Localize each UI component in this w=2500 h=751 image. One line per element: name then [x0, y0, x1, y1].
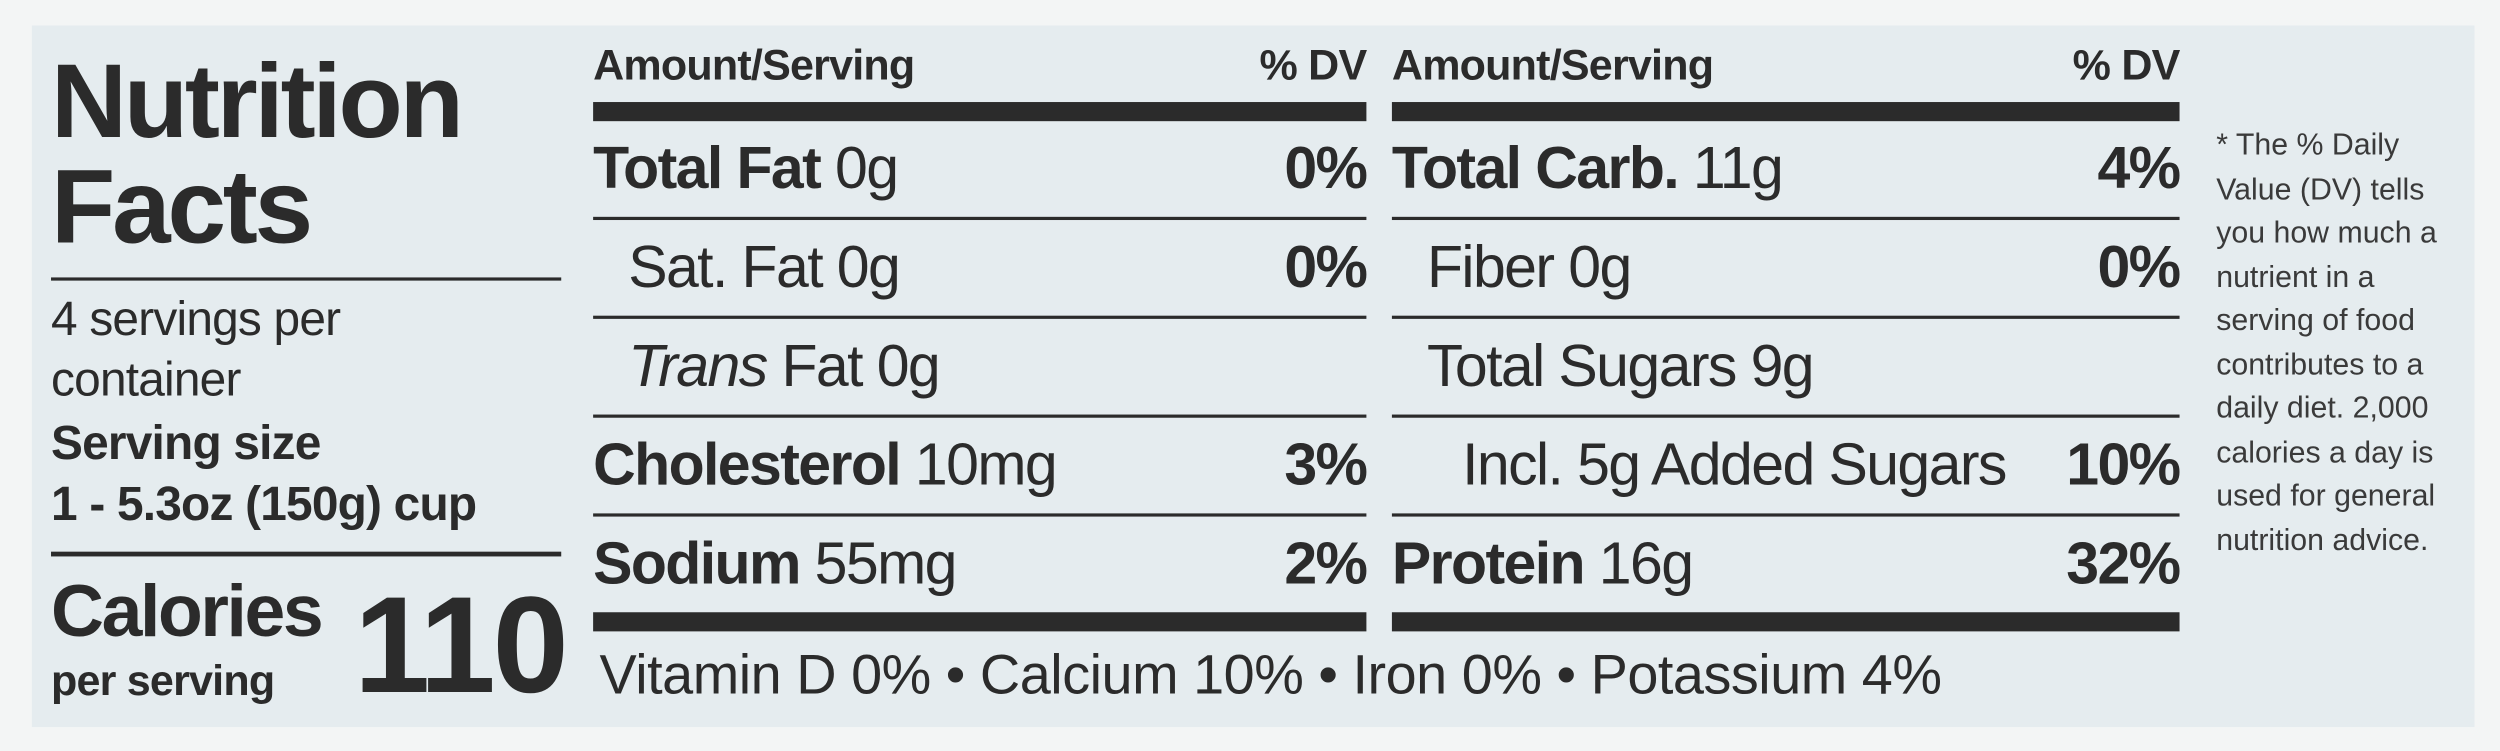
nutrient-name: Sodium: [593, 530, 801, 597]
nutrient-amount: 0g: [834, 135, 899, 201]
nutrient-row: Sat. Fat 0g 0%: [593, 220, 1368, 319]
divider: [51, 277, 562, 281]
header-amount: Amount/Serving: [1391, 41, 1714, 90]
nutrient-dv: 10%: [2066, 432, 2181, 498]
nutrient-row: Incl. 5g Added Sugars 10%: [1391, 418, 2181, 517]
footnote: * The % Daily Value (DV) tells you how m…: [2216, 129, 2437, 558]
nutrient-name: Total Carb.: [1391, 135, 1680, 201]
nutrient-amount: 0g: [1568, 234, 1632, 300]
nutrient-amount: 9g: [1750, 333, 1815, 399]
nutrient-name: Fat: [781, 333, 863, 399]
nutrient-name: Total Fat: [593, 135, 822, 201]
nutrient-name: Cholesterol: [593, 432, 902, 498]
nutrient-amount: 16g: [1598, 530, 1694, 597]
column-header: Amount/Serving % DV: [1392, 41, 2180, 102]
nutrient-name: Protein: [1391, 530, 1586, 597]
nutrient-column: Amount/Serving % DV Total Fat 0g 0% Sat. F…: [593, 41, 1368, 632]
thick-bar: [593, 612, 1367, 632]
nutrient-row: Protein 16g 32%: [1391, 517, 2181, 613]
nutrient-name-italic: Trans: [628, 333, 768, 399]
nutrient-column: Amount/Serving % DV Total Carb. 11g 4% Fib…: [1391, 41, 2181, 632]
header-dv: % DV: [2072, 41, 2181, 90]
nutrient-row: Total Sugars 9g: [1391, 319, 2180, 418]
nutrient-amount: 0g: [876, 333, 941, 399]
thick-bar: [593, 102, 1367, 122]
nutrient-amount: 10mg: [914, 432, 1058, 498]
vitamins: Vitamin D 0% • Calcium 10% • Iron 0% • P…: [599, 644, 1942, 707]
nutrient-row: Trans Fat 0g: [593, 319, 1367, 418]
title: Nutrition Facts: [51, 41, 464, 265]
header-dv: % DV: [1259, 41, 1368, 90]
nutrient-row: Sodium 55mg 2%: [593, 517, 1368, 613]
nutrient-dv: 3%: [1284, 432, 1368, 498]
calories-sub: per serving: [51, 656, 275, 705]
nutrient-dv: 4%: [2097, 135, 2181, 201]
nutrient-dv: 0%: [1284, 135, 1368, 201]
calories: 110: [353, 569, 569, 723]
nutrient-amount: 11g: [1692, 135, 1784, 201]
nutrient-row: Total Fat 0g 0%: [593, 121, 1368, 221]
thick-bar: [1391, 102, 2180, 122]
nutrient-name: Incl. 5g Added Sugars: [1462, 432, 2007, 498]
nutrient-name: Fiber: [1426, 234, 1555, 300]
nutrient-row: Fiber 0g 0%: [1391, 220, 2181, 319]
serving-size: 1 - 5.3oz (150g) cup: [51, 478, 477, 531]
serving-size-label: Serving size: [51, 417, 321, 471]
nutrient-name: Total Sugars: [1426, 333, 1737, 399]
nutrient-dv: 0%: [2097, 234, 2181, 300]
nutrient-dv: 2%: [1284, 530, 1368, 597]
nutrient-name: Sat. Fat: [628, 234, 823, 300]
nutrient-amount: 0g: [836, 234, 901, 300]
nutrient-row: Total Carb. 11g 4%: [1391, 121, 2181, 221]
nutrient-amount: 55mg: [814, 530, 958, 597]
header-amount: Amount/Serving: [593, 41, 915, 90]
servings: 4 servings per container: [51, 293, 341, 407]
column-header: Amount/Serving % DV: [593, 41, 1368, 102]
thick-bar: [1391, 612, 2180, 632]
nutrient-row: Cholesterol 10mg 3%: [593, 418, 1368, 517]
nutrient-dv: 32%: [2066, 530, 2181, 597]
divider: [51, 551, 562, 557]
nutrient-dv: 0%: [1284, 234, 1368, 300]
label-background: [31, 25, 2475, 728]
calories-label: Calories: [51, 569, 324, 653]
